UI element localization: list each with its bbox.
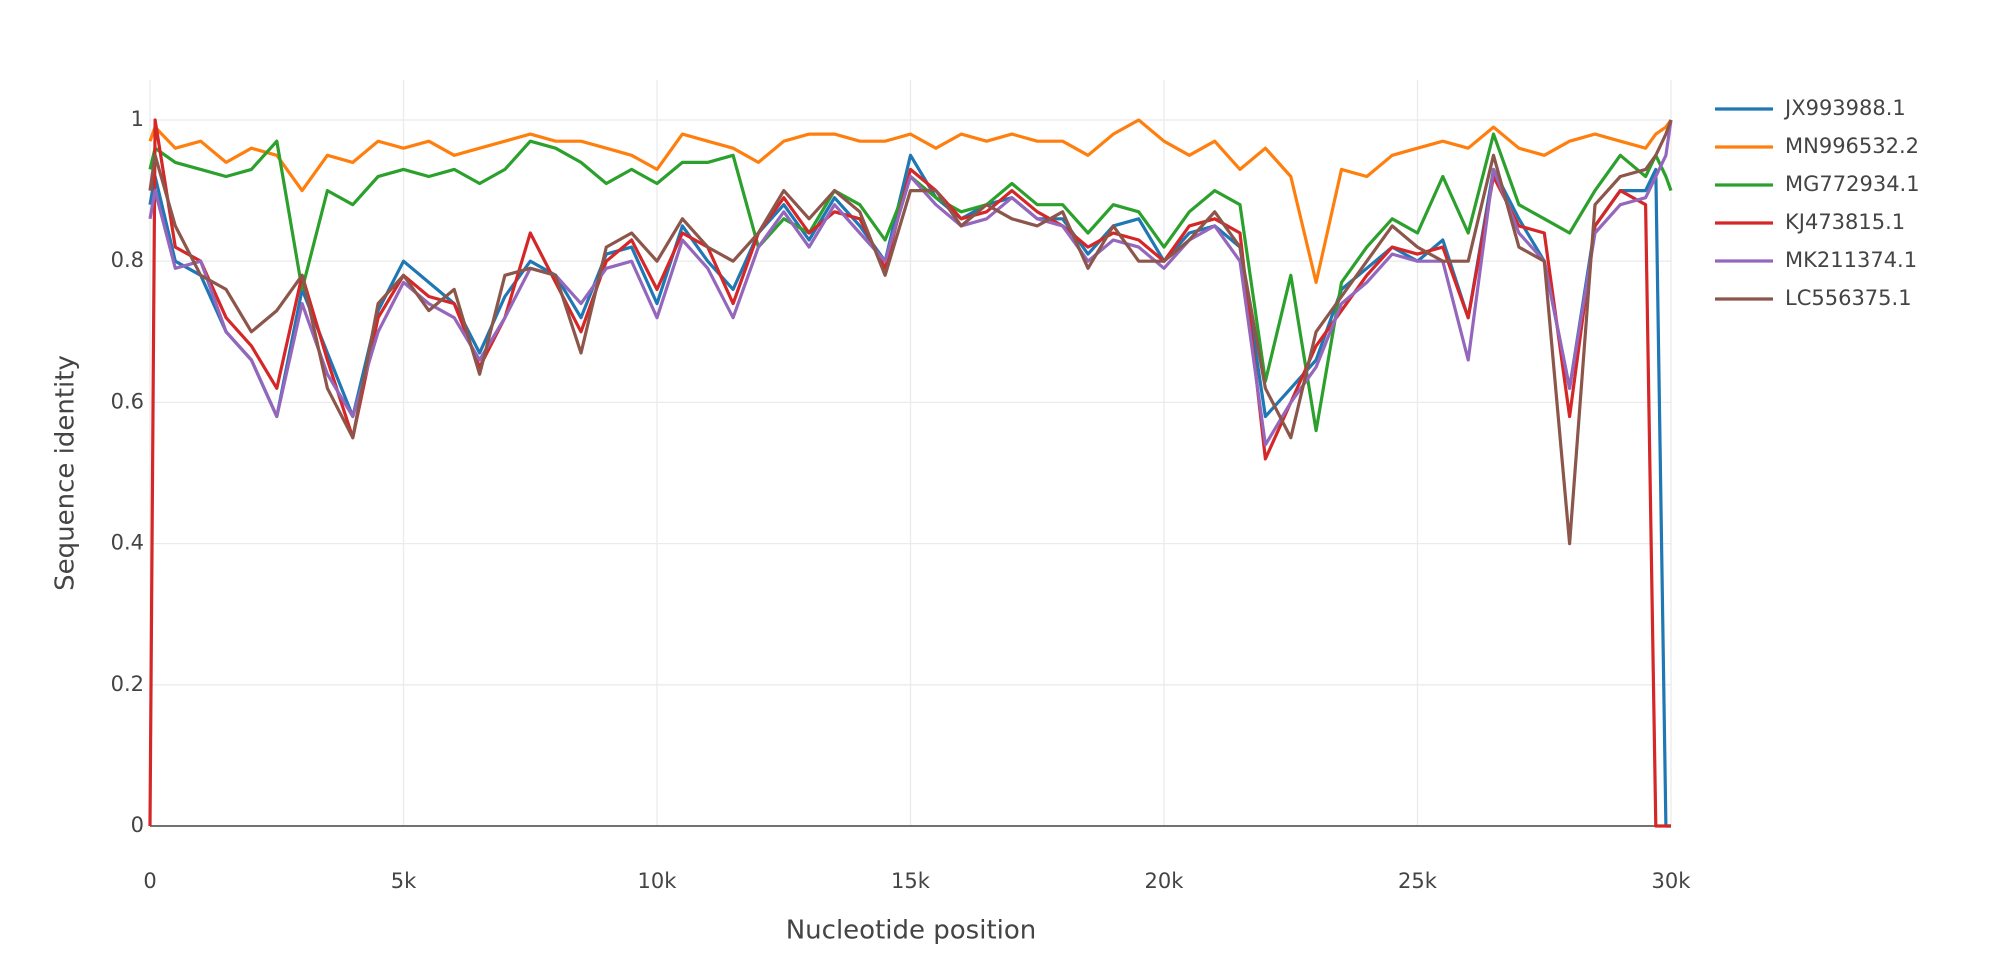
y-tick-label: 0 (131, 813, 144, 837)
y-axis-title: Sequence identity (51, 355, 81, 591)
x-tick-label: 0 (143, 869, 156, 893)
legend-label: JX993988.1 (1783, 96, 1906, 120)
legend-label: LC556375.1 (1785, 286, 1912, 310)
x-axis-title: Nucleotide position (786, 916, 1037, 946)
legend-label: MN996532.2 (1785, 134, 1919, 158)
y-tick-label: 0.6 (111, 389, 144, 413)
legend-label: MG772934.1 (1785, 172, 1920, 196)
series-line (148, 132, 1673, 433)
legend-label: MK211374.1 (1785, 248, 1917, 272)
x-tick-label: 15k (891, 869, 931, 893)
y-tick-label: 0.8 (111, 248, 144, 272)
series-line (148, 118, 1673, 284)
x-tick-label: 25k (1398, 869, 1438, 893)
y-tick-label: 0.4 (111, 531, 144, 555)
x-tick-label: 20k (1145, 869, 1185, 893)
x-tick-label: 10k (638, 869, 678, 893)
y-tick-label: 0.2 (111, 672, 144, 696)
legend-label: KJ473815.1 (1785, 210, 1905, 234)
series-line (148, 119, 1673, 546)
x-tick-label: 30k (1652, 869, 1692, 893)
x-tick-label: 5k (391, 869, 417, 893)
series-line (148, 118, 1671, 828)
y-tick-label: 1 (131, 107, 144, 131)
